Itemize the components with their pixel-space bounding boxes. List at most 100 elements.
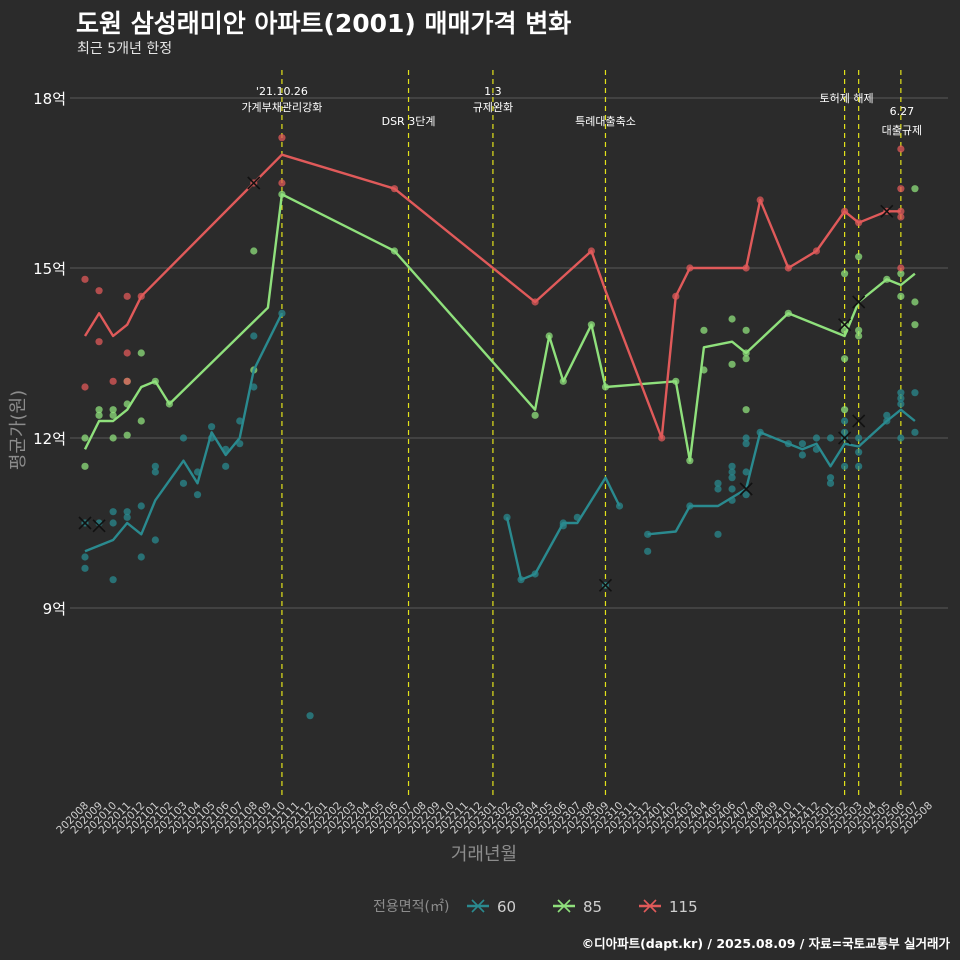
data-point-85 xyxy=(742,406,750,414)
data-point-60 xyxy=(222,462,230,470)
event-label: 규제완화 xyxy=(473,101,513,114)
data-point-60 xyxy=(742,491,750,499)
data-point-115 xyxy=(123,292,131,300)
data-point-60 xyxy=(841,462,849,470)
legend-swatch-cross xyxy=(471,899,485,913)
data-point-85 xyxy=(841,270,849,278)
series-line-60 xyxy=(84,312,283,553)
data-point-85 xyxy=(81,462,89,470)
data-point-60 xyxy=(137,553,145,561)
data-point-60 xyxy=(208,423,216,431)
data-point-85 xyxy=(123,431,131,439)
data-point-85 xyxy=(855,326,863,334)
event-label: 가계부채관리강화 xyxy=(241,101,322,114)
series-line-60 xyxy=(647,408,916,536)
cross-marker-85 xyxy=(838,318,852,332)
legend-label: 60 xyxy=(497,898,516,916)
data-point-85 xyxy=(137,349,145,357)
data-point-60 xyxy=(812,434,821,442)
data-point-60 xyxy=(714,479,722,487)
cross-marker-60 xyxy=(852,414,866,428)
data-point-60 xyxy=(911,428,919,436)
data-point-60 xyxy=(193,491,202,499)
data-point-60 xyxy=(728,474,736,482)
data-point-85 xyxy=(841,406,849,414)
data-point-115 xyxy=(897,213,905,221)
cross-marker-60 xyxy=(78,516,92,530)
data-point-115 xyxy=(897,264,905,272)
data-point-60 xyxy=(883,411,891,419)
data-point-85 xyxy=(109,411,117,419)
data-point-85 xyxy=(911,185,919,193)
data-point-60 xyxy=(855,448,863,456)
legend-label: 85 xyxy=(583,898,602,916)
x-axis-title: 거래년월 xyxy=(451,844,517,865)
data-point-60 xyxy=(151,536,159,544)
data-point-85 xyxy=(81,434,89,442)
data-point-60 xyxy=(123,508,131,516)
data-point-60 xyxy=(826,474,835,482)
data-point-115 xyxy=(123,377,131,385)
event-label: 특례대출축소 xyxy=(575,115,636,128)
data-point-60 xyxy=(714,530,722,538)
event-date-label: '21.10.26 xyxy=(256,85,308,98)
data-point-60 xyxy=(151,468,159,476)
data-point-60 xyxy=(798,440,807,448)
data-point-60 xyxy=(179,479,188,487)
data-point-85 xyxy=(855,253,863,261)
data-point-60 xyxy=(742,434,750,442)
data-point-85 xyxy=(250,247,258,255)
chart-subtitle: 최근 5개년 한정 xyxy=(77,41,173,57)
data-point-85 xyxy=(95,411,103,419)
data-point-115 xyxy=(81,275,89,283)
data-point-85 xyxy=(109,434,117,442)
source-caption: ©디아파트(dapt.kr) / 2025.08.09 / 자료=국토교통부 실… xyxy=(581,936,950,951)
event-date-label: 6.27 xyxy=(890,105,915,118)
data-point-85 xyxy=(911,298,919,306)
cross-marker-85 xyxy=(852,295,866,309)
legend-label: 115 xyxy=(669,898,698,916)
data-point-115 xyxy=(109,377,117,385)
data-point-85 xyxy=(742,326,750,334)
series-line-60 xyxy=(505,476,621,581)
data-point-60 xyxy=(644,530,652,538)
series-line-85 xyxy=(83,193,916,462)
data-point-60 xyxy=(855,434,863,442)
data-point-60 xyxy=(855,462,863,470)
legend-swatch-cross xyxy=(643,899,657,913)
legend-swatch-cross xyxy=(557,899,571,913)
data-point-60 xyxy=(644,547,652,555)
data-point-115 xyxy=(897,145,905,153)
data-point-85 xyxy=(841,355,849,363)
data-point-85 xyxy=(728,315,736,323)
data-point-60 xyxy=(798,451,807,459)
event-label: 대출규제 xyxy=(882,124,922,137)
cross-marker-60 xyxy=(92,519,106,533)
data-point-85 xyxy=(728,360,736,368)
data-point-60 xyxy=(826,434,835,442)
data-point-60 xyxy=(81,553,89,561)
data-point-60 xyxy=(728,462,736,470)
data-point-60 xyxy=(306,712,314,720)
chart-title: 도원 삼성래미안 아파트(2001) 매매가격 변화 xyxy=(76,9,572,38)
data-point-60 xyxy=(109,576,117,584)
data-point-60 xyxy=(897,394,905,402)
data-point-60 xyxy=(742,440,750,448)
data-point-60 xyxy=(123,513,131,521)
data-point-60 xyxy=(897,389,905,397)
data-point-60 xyxy=(109,508,117,516)
data-point-60 xyxy=(841,417,849,425)
data-point-115 xyxy=(278,179,286,187)
data-point-85 xyxy=(531,411,539,419)
data-point-85 xyxy=(911,321,919,329)
event-label: 토허제 해제 xyxy=(820,91,874,105)
data-point-60 xyxy=(250,332,258,340)
cross-marker-115 xyxy=(880,204,894,218)
data-point-60 xyxy=(137,502,145,510)
data-point-60 xyxy=(742,468,750,476)
y-tick-label: 15억 xyxy=(33,260,66,278)
data-point-60 xyxy=(897,434,905,442)
data-point-115 xyxy=(897,185,905,193)
data-point-85 xyxy=(137,417,145,425)
